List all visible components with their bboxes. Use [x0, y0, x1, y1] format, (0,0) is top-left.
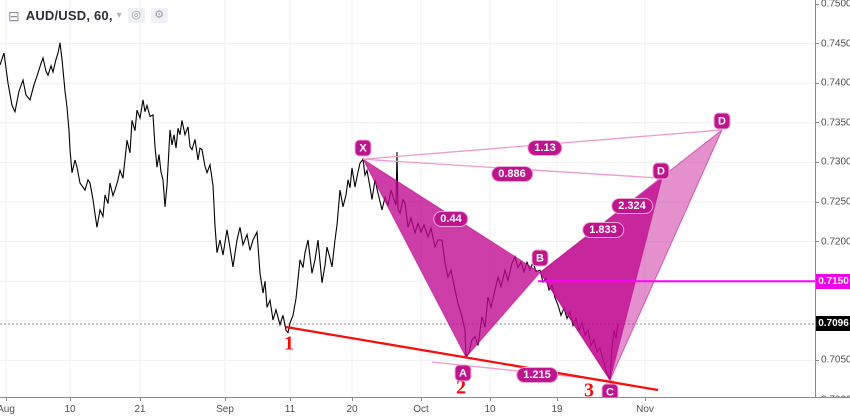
- pattern-point-badge-x[interactable]: X: [354, 139, 372, 157]
- pattern-point-badge-a[interactable]: A: [454, 364, 472, 382]
- time-axis-tick: [490, 397, 491, 401]
- price-axis[interactable]: 0.7500 0.7450 0.7400 0.7350 0.7300 0.7250 0.72…: [815, 0, 850, 406]
- chart-legend: ⊟ AUD/USD, 60, ▾ ◎ ⚙: [8, 8, 168, 23]
- price-axis-tick: [815, 3, 819, 5]
- time-axis-label: 21: [134, 404, 146, 415]
- time-axis-label: 20: [346, 404, 358, 415]
- price-axis-label: 0.7200: [821, 236, 850, 248]
- pattern-ratio-badge[interactable]: 1.215: [516, 367, 558, 383]
- pattern-ratio-badge[interactable]: 0.44: [433, 211, 469, 227]
- price-axis-tick: [815, 161, 819, 163]
- collapse-icon[interactable]: ⊟: [8, 7, 20, 24]
- price-axis-label: 0.7250: [821, 196, 850, 208]
- pattern-ratio-badge[interactable]: 0.886: [491, 166, 533, 182]
- time-axis-label: Aug: [0, 404, 15, 415]
- price-axis-tick: [815, 43, 819, 45]
- time-axis-label: Sep: [216, 404, 234, 415]
- price-axis-tick: [815, 122, 819, 124]
- eye-icon: ◎: [131, 9, 141, 21]
- trendline-touch-label[interactable]: 1: [284, 332, 294, 355]
- hline-price-badge: 0.7150: [816, 273, 850, 289]
- time-axis-label: Nov: [636, 404, 654, 415]
- trendline-touch-label[interactable]: 3: [584, 379, 594, 402]
- settings-button[interactable]: ⚙: [150, 8, 168, 23]
- price-axis-label: 0.7450: [821, 38, 850, 50]
- time-axis-label: 11: [284, 404, 296, 415]
- price-axis-tick: [815, 201, 819, 203]
- price-axis-label: 0.7400: [821, 77, 850, 89]
- price-axis-tick: [815, 82, 819, 84]
- price-axis-label: 0.7300: [821, 156, 850, 168]
- time-axis[interactable]: Aug 10 21 Sep 11 20 Oct 10 19 Nov: [0, 397, 850, 418]
- price-axis-label: 0.7350: [821, 117, 850, 129]
- pattern-xab-triangle[interactable]: [361, 157, 541, 359]
- time-axis-tick: [70, 397, 71, 401]
- time-axis-label: 19: [551, 404, 563, 415]
- pattern-point-badge-d[interactable]: D: [713, 112, 731, 130]
- pattern-ratio-badge[interactable]: 1.13: [527, 140, 563, 156]
- time-axis-label: 10: [484, 404, 496, 415]
- price-axis-tick: [815, 241, 819, 243]
- price-axis-label: 0.7500: [821, 0, 850, 10]
- gear-icon: ⚙: [154, 9, 165, 21]
- price-axis-tick: [815, 359, 819, 361]
- pattern-ratio-badge[interactable]: 1.833: [582, 222, 624, 238]
- symbol-title[interactable]: AUD/USD, 60,: [25, 8, 113, 23]
- current-price-badge: 0.7096: [816, 316, 850, 332]
- pattern-point-badge-b[interactable]: B: [531, 249, 549, 267]
- pattern-ratio-badge[interactable]: 2.324: [611, 198, 653, 214]
- time-axis-tick: [225, 397, 226, 401]
- time-axis-label: Oct: [413, 404, 429, 415]
- time-axis-tick: [140, 397, 141, 401]
- visibility-toggle-button[interactable]: ◎: [127, 8, 145, 23]
- price-axis-label: 0.7050: [821, 354, 850, 366]
- red-trendline[interactable]: [285, 325, 659, 392]
- time-axis-tick: [290, 397, 291, 401]
- time-axis-tick: [645, 397, 646, 401]
- time-axis-tick: [557, 397, 558, 401]
- trendline-touch-label[interactable]: 2: [456, 376, 466, 399]
- time-axis-label: 10: [64, 404, 76, 415]
- time-axis-tick: [421, 397, 422, 401]
- pattern-point-badge-d[interactable]: D: [652, 162, 670, 180]
- time-axis-tick: [352, 397, 353, 401]
- chevron-down-icon[interactable]: ▾: [116, 10, 122, 21]
- time-axis-tick: [6, 397, 7, 401]
- price-line-series: [0, 42, 619, 381]
